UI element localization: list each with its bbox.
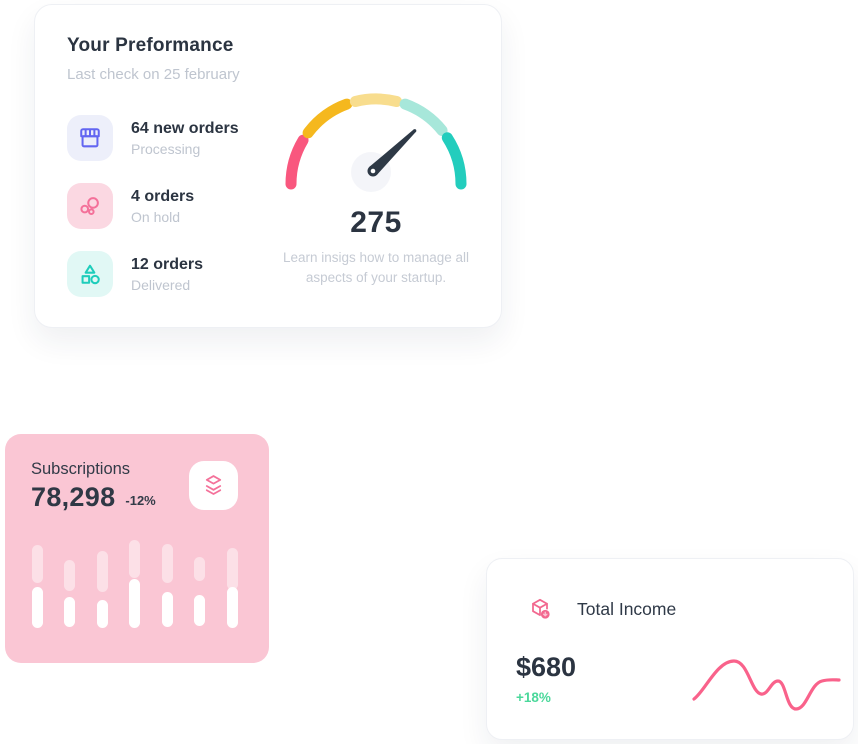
subscription-bar-bottom — [129, 579, 140, 628]
order-status-label: Delivered — [131, 276, 191, 293]
layers-button[interactable] — [189, 461, 238, 510]
shapes-icon — [67, 251, 113, 297]
subscription-bar-bottom — [64, 597, 75, 627]
circles-icon — [67, 183, 113, 229]
gauge-widget: 275 Learn insigs how to manage all aspec… — [267, 89, 485, 289]
subscription-bar-bottom — [31, 587, 43, 628]
subscription-bar-bottom — [226, 587, 238, 628]
subscription-bar-top — [194, 557, 205, 581]
layers-icon — [200, 471, 227, 501]
subscription-bar-bottom — [161, 592, 173, 627]
gauge-value: 275 — [350, 206, 402, 239]
income-amount: $680 — [516, 652, 577, 682]
order-row-text: 4 orders On hold — [131, 188, 194, 225]
subscription-bar-bottom — [194, 595, 205, 626]
subscription-bar-top — [161, 544, 173, 583]
card-title: Subscriptions — [31, 460, 131, 478]
subscription-bar-top — [226, 548, 238, 590]
order-status-label: Processing — [131, 140, 201, 157]
order-status-label: On hold — [131, 208, 181, 225]
storefront-icon — [67, 115, 113, 161]
order-row-delivered: 12 orders Delivered — [67, 251, 203, 297]
last-check-subtitle: Last check on 25 february — [67, 66, 240, 83]
card-title: Total Income — [577, 599, 677, 619]
gauge-dial — [285, 93, 467, 192]
subscriptions-card: Subscriptions 78,298 -12% — [5, 434, 269, 663]
subscription-bar-bottom — [96, 600, 108, 628]
subscription-bar-top — [31, 545, 43, 583]
order-count-label: 12 orders — [131, 255, 204, 273]
card-title: Your Preformance — [67, 35, 234, 56]
subscription-bar-top — [96, 551, 108, 592]
subscriptions-count: 78,298 — [31, 482, 116, 512]
order-row-on-hold: 4 orders On hold — [67, 183, 194, 229]
order-row-text: 64 new orders Processing — [131, 120, 239, 157]
income-sparkline — [692, 659, 841, 711]
performance-card: Your Preformance Last check on 25 februa… — [34, 4, 502, 328]
package-check-icon — [516, 585, 563, 632]
order-row-processing: 64 new orders Processing — [67, 115, 239, 161]
subscription-bar-top — [129, 540, 140, 578]
income-delta-badge: +18% — [516, 690, 551, 705]
order-row-text: 12 orders Delivered — [131, 256, 203, 293]
subscriptions-bar-chart — [5, 538, 269, 638]
total-income-card: Total Income $680 +18% — [486, 558, 854, 740]
order-count-label: 64 new orders — [131, 119, 239, 137]
subscriptions-delta-badge: -12% — [125, 493, 156, 508]
subscription-bar-top — [64, 560, 75, 591]
subscriptions-value-row: 78,298 -12% — [31, 482, 156, 513]
order-count-label: 4 orders — [131, 187, 195, 205]
gauge-caption: Learn insigs how to manage all aspects o… — [282, 250, 470, 286]
